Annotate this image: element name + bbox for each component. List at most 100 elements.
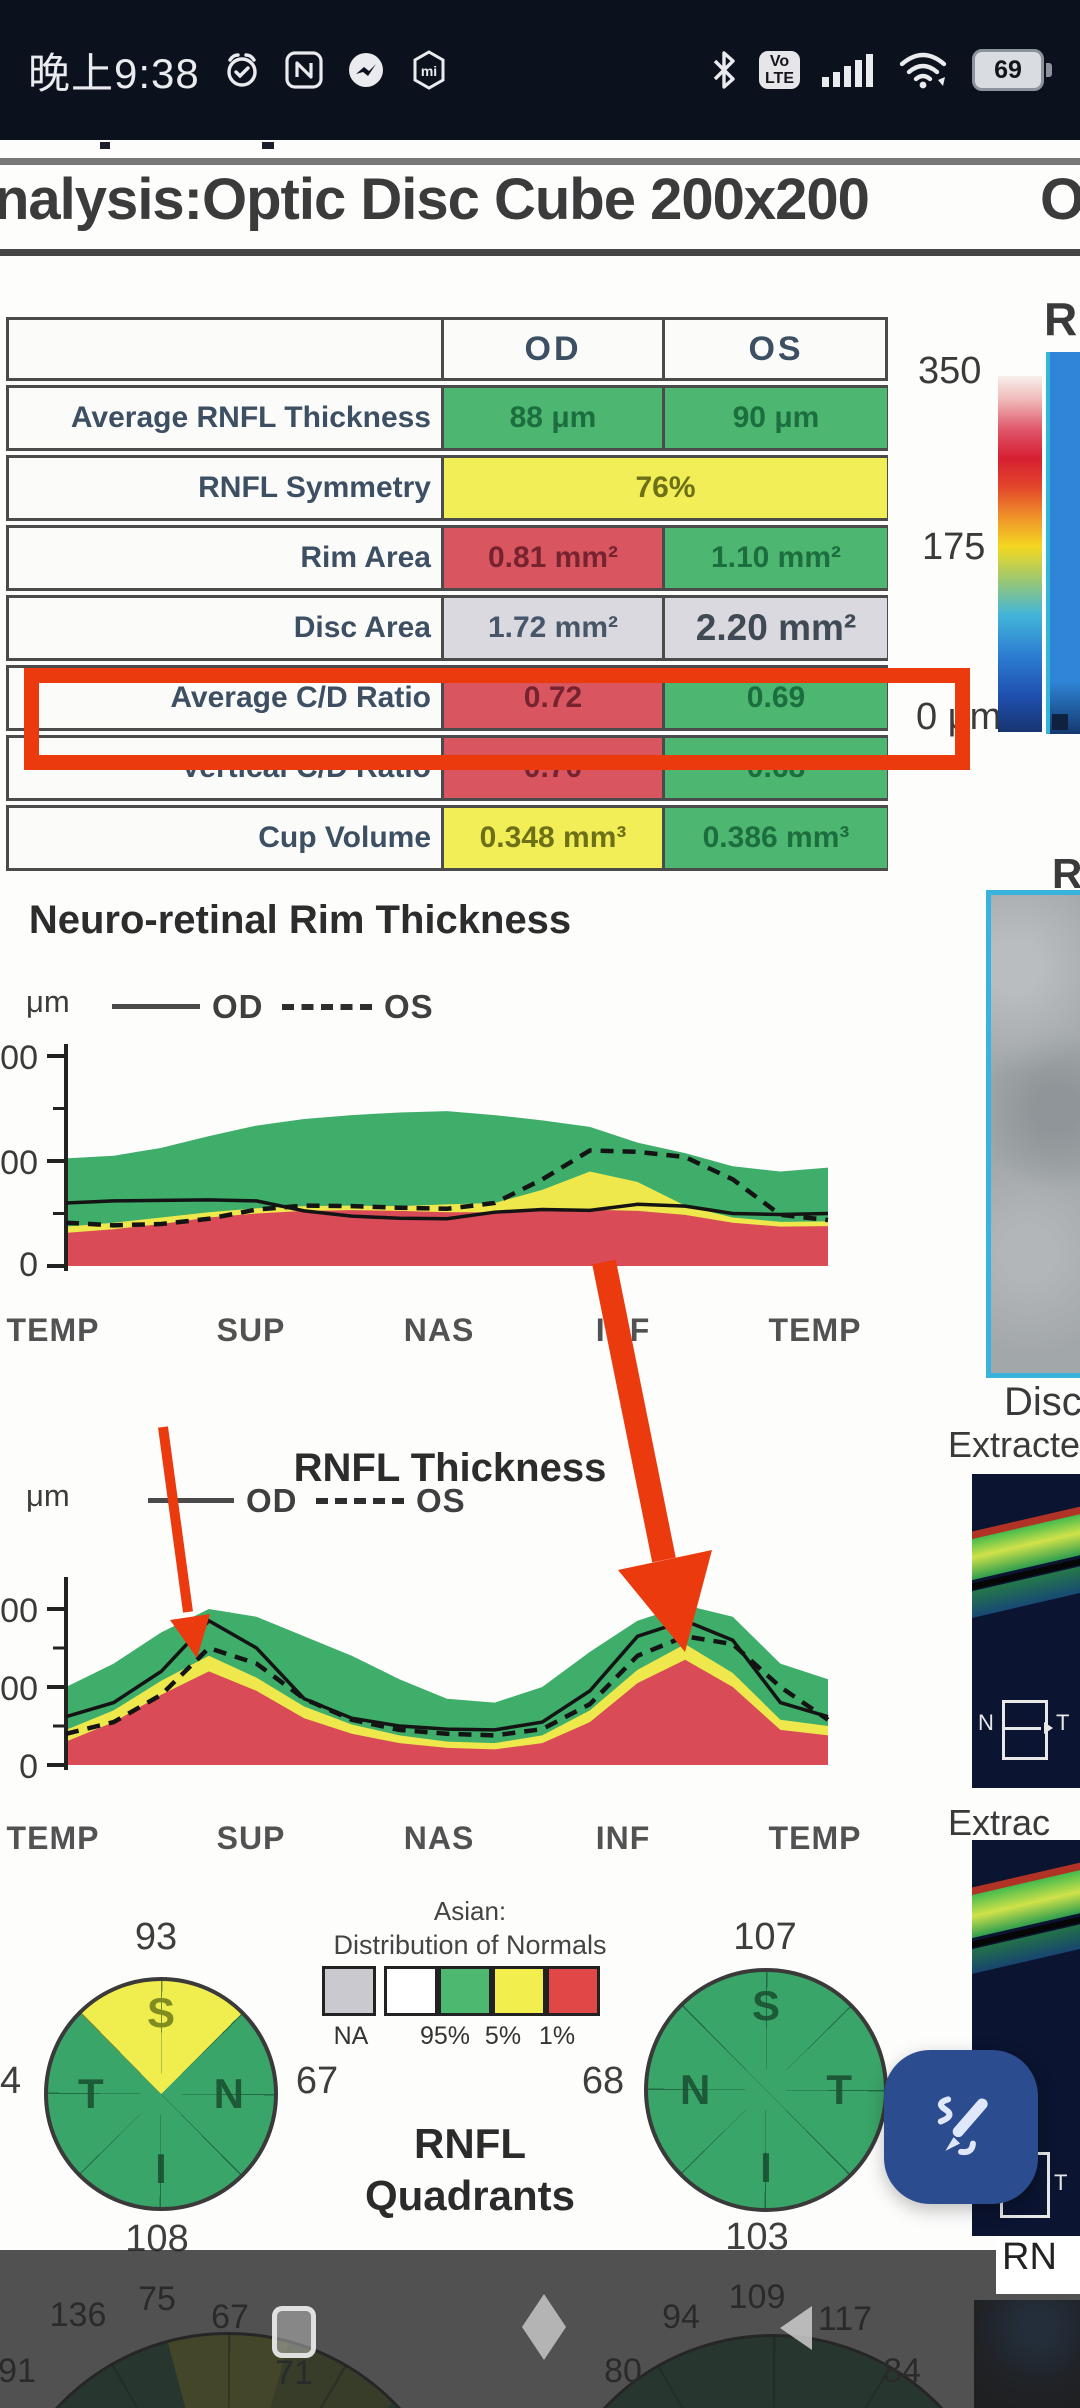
cropped-text-speck (100, 142, 110, 149)
rnfl-map-title-fragment: R (1044, 293, 1078, 345)
os-nasal-value: 68 (581, 2060, 625, 2102)
deviation-map-title-fragment: R (1052, 850, 1080, 897)
oct-n-label: N (978, 1710, 994, 1735)
divider (0, 249, 1080, 256)
os-t-label: T (826, 2066, 852, 2113)
os-superior-value: 107 (733, 1916, 797, 1958)
cropped-text-speck (262, 142, 274, 149)
caption-extracted: Extracte (948, 1424, 1080, 1465)
swatch-label-na: NA (333, 2022, 369, 2050)
symmetry-value: 76% (441, 458, 887, 518)
chart2-ytick: 00 (0, 1670, 38, 1708)
od-n-label: N (213, 2070, 244, 2117)
os-value: 1.10 mm² (662, 528, 887, 588)
markup-fab-button[interactable] (884, 2050, 1038, 2204)
swatch-label-95: 95% (419, 2022, 471, 2050)
normals-legend-swatches (322, 1966, 600, 2016)
od-i-label: I (155, 2145, 167, 2192)
nfc-icon (285, 51, 323, 89)
scale-label-175: 175 (922, 526, 986, 568)
wifi-icon (899, 52, 947, 89)
swatch-label-5: 5% (484, 2022, 522, 2050)
rnfl-thickness-map-edge (1046, 352, 1080, 734)
signal-icon (822, 54, 873, 87)
onh-parameters-table: OD OS Average RNFL Thickness 88 μm 90 μm… (6, 317, 888, 871)
table-header-row: OD OS (6, 317, 888, 381)
caption-extracted-2: Extrac (948, 1802, 1051, 1843)
report-title: nalysis:Optic Disc Cube 200x200 (0, 167, 870, 232)
od-s-label: S (146, 1989, 176, 2036)
oct-bscan-image-1: N T (972, 1474, 1080, 1788)
chart1-xlabel: TEMP (768, 1312, 862, 1348)
od-value: 1.72 mm² (441, 598, 662, 658)
divider (0, 158, 1080, 165)
chart1-xlabel: INF (595, 1312, 651, 1348)
od-nasal-value: 67 (295, 2060, 339, 2102)
chart2-xlabel: NAS (403, 1820, 475, 1856)
table-row: Disc Area 1.72 mm² 2.20 mm² (6, 595, 888, 661)
chart2-ytick: 0 (19, 1748, 38, 1786)
chart1-unit: μm (26, 984, 70, 1019)
report-title-fragment: O (1040, 167, 1080, 232)
recents-button[interactable] (272, 2306, 316, 2358)
od-value: 0.348 mm³ (441, 808, 662, 868)
chart2-ytick: 00 (0, 1592, 38, 1630)
swatch-na (322, 1966, 376, 2016)
legend-od-line (148, 1498, 234, 1503)
od-t-label: T (78, 2070, 104, 2117)
chart1-ytick: 0 (19, 1246, 38, 1284)
table-row: Average RNFL Thickness 88 μm 90 μm (6, 385, 888, 451)
os-quadrant-circle: S N T I (644, 1968, 888, 2212)
col-header-os: OS (662, 320, 887, 378)
chart1-title: Neuro-retinal Rim Thickness (28, 898, 572, 942)
od-superior-value: 93 (134, 1916, 178, 1958)
mi-icon: mi (413, 50, 445, 90)
swatch-label-1: 1% (538, 2022, 576, 2050)
table-row: RNFL Symmetry 76% (6, 455, 888, 521)
chart2-plot (47, 1577, 830, 1770)
table-row: Cup Volume 0.348 mm³ 0.386 mm³ (6, 805, 888, 871)
os-s-label: S (751, 1982, 781, 2029)
caption-rnfl-patch: RN (996, 2236, 1080, 2294)
pen-markup-icon (937, 2096, 988, 2156)
legend-os-dashes (316, 1498, 404, 1504)
oct-t-label: T (1056, 1710, 1070, 1735)
status-bar: 晚上9:38 mi Vo LTE (0, 0, 1080, 140)
bluetooth-icon (713, 51, 735, 89)
chart1-plot (47, 1044, 829, 1271)
chart2-xlabel: TEMP (768, 1820, 862, 1856)
os-value: 0.386 mm³ (662, 808, 887, 868)
legend-os-dashes (282, 1004, 372, 1010)
volte-badge: Vo LTE (758, 51, 800, 89)
col-header-od: OD (441, 320, 662, 378)
os-value: 2.20 mm² (662, 598, 887, 658)
thickness-colorbar (998, 376, 1042, 732)
chart2-xlabel: SUP (216, 1820, 286, 1856)
od-quadrant-circle: S T N I (44, 1977, 278, 2211)
messenger-icon (348, 53, 383, 87)
os-value: 90 μm (662, 388, 887, 448)
chart2-xlabel: INF (595, 1820, 651, 1856)
swatch-95 (384, 1966, 438, 2016)
chart2-title: RNFL Thickness (293, 1446, 607, 1490)
swatch-green (438, 1966, 492, 2016)
chart1-legend-os: OS (384, 988, 434, 1025)
swatch-red (546, 1966, 600, 2016)
clock-time: 晚上9:38 (28, 49, 200, 97)
battery-percent: 69 (994, 55, 1022, 84)
normals-legend-line2: Distribution of Normals (333, 1930, 607, 1960)
chart1-legend-od: OD (212, 988, 264, 1025)
chart2-xlabel: TEMP (6, 1820, 100, 1856)
battery-icon: 69 (972, 49, 1052, 91)
od-value: 88 μm (441, 388, 662, 448)
os-n-label: N (680, 2066, 711, 2113)
quadrants-section-title: RNFL Quadrants (364, 2120, 576, 2219)
oct-t-label: T (1054, 2170, 1068, 2195)
od-value: 0.81 mm² (441, 528, 662, 588)
caption-disc: Disc (1004, 1380, 1080, 1424)
swatch-yellow (492, 1966, 546, 2016)
caption-rnfl-fragment: RN (1002, 2236, 1057, 2278)
chart1-xlabel: TEMP (6, 1312, 100, 1348)
alarm-icon (227, 53, 257, 87)
